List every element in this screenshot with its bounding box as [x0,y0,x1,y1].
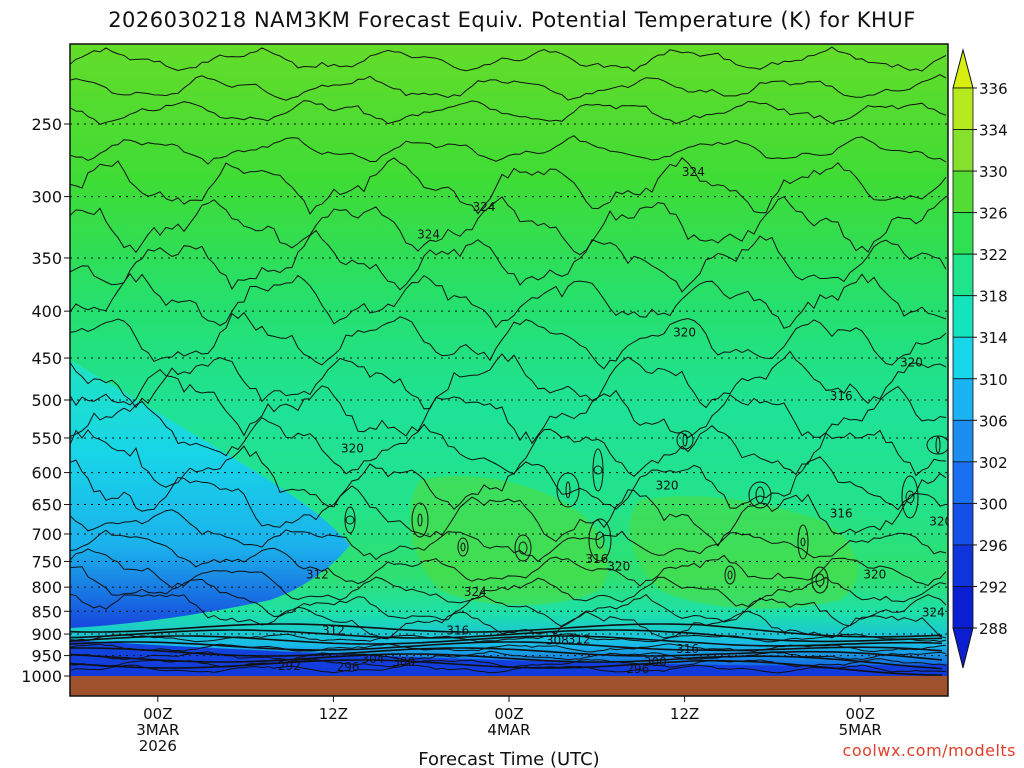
contour-label: 320 [900,355,923,369]
colorbar-label: 292 [979,578,1008,596]
contour-label: 296 [626,662,649,676]
x-tick-label: 5MAR [839,721,882,739]
terrain-strip [70,676,948,696]
y-tick-label: 500 [31,391,62,410]
colorbar-label: 302 [979,454,1008,472]
colorbar-segment [953,545,973,587]
colorbar-label: 318 [979,288,1008,306]
colorbar-label: 306 [979,412,1008,430]
colorbar-segment [953,171,973,213]
y-tick-label: 250 [31,115,62,134]
colorbar-label: 296 [979,537,1008,555]
colorbar-top-arrow [953,50,973,88]
contour-label: 312 [568,632,591,646]
colorbar-segment [953,254,973,296]
colorbar: 336 334 330 326 322 318 314 310 306 302 300 296 292 2… [953,50,1008,668]
y-tick-label: 300 [31,188,62,207]
colorbar-label: 288 [979,620,1008,638]
colorbar-label: 326 [979,205,1008,223]
contour-label: 316 [830,389,853,403]
y-tick-label: 800 [31,578,62,597]
y-tick-label: 700 [31,525,62,544]
x-tick-label: 4MAR [487,721,530,739]
colorbar-segment [953,88,973,130]
contour-label: 316 [585,552,608,566]
x-axis-label: Forecast Time (UTC) [418,749,599,768]
y-axis: 250 300 350 400 450 500 550 600 650 700 750 800 850 9… [21,115,70,686]
colorbar-segment [953,586,973,628]
y-tick-label: 450 [31,349,62,368]
x-tick-label: 12Z [670,705,699,723]
contour-label: 316 [676,642,699,656]
contour-label: 320 [341,442,364,456]
y-tick-label: 950 [31,647,62,666]
colorbar-bottom-arrow [953,628,973,668]
contour-label: 312 [322,623,345,637]
contour-label: 320 [863,568,886,582]
y-tick-label: 650 [31,495,62,514]
y-tick-label: 850 [31,602,62,621]
contour-label: 312 [306,568,329,582]
y-tick-label: 600 [31,464,62,483]
colorbar-segment [953,420,973,462]
y-tick-label: 1000 [21,667,62,686]
contour-label: 292 [278,659,301,673]
contour-label: 324 [473,200,496,214]
colorbar-label: 334 [979,122,1008,140]
contour-label: 300 [392,655,415,669]
y-tick-label: 550 [31,429,62,448]
colorbar-label: 336 [979,80,1008,98]
credit-text: coolwx.com/modelts [843,741,1016,760]
contour-label: 320 [656,479,679,493]
colorbar-label: 322 [979,246,1008,264]
x-tick-label: 2026 [139,737,177,755]
colorbar-segment [953,213,973,255]
colorbar-segment [953,296,973,338]
contour-label: 320 [673,325,696,339]
contour-label: 324 [922,606,945,620]
contour-label: 296 [337,660,360,674]
colorbar-segment [953,462,973,504]
colorbar-segment [953,130,973,172]
contour-label: 308 [546,634,569,648]
colorbar-segment [953,503,973,545]
y-tick-label: 400 [31,302,62,321]
colorbar-label: 300 [979,495,1008,513]
colorbar-label: 330 [979,163,1008,181]
contour-label: 324 [417,228,440,242]
colorbar-label: 314 [979,329,1008,347]
contour-label: 316 [830,507,853,521]
y-tick-label: 750 [31,552,62,571]
contour-label: 316 [446,623,469,637]
y-tick-label: 350 [31,249,62,268]
colorbar-segment [953,337,973,379]
colorbar-segment [953,379,973,421]
contour-label: 324 [682,165,705,179]
contour-label: 304 [361,652,384,666]
y-tick-label: 900 [31,625,62,644]
x-tick-label: 12Z [319,705,348,723]
colorbar-label: 310 [979,371,1008,389]
